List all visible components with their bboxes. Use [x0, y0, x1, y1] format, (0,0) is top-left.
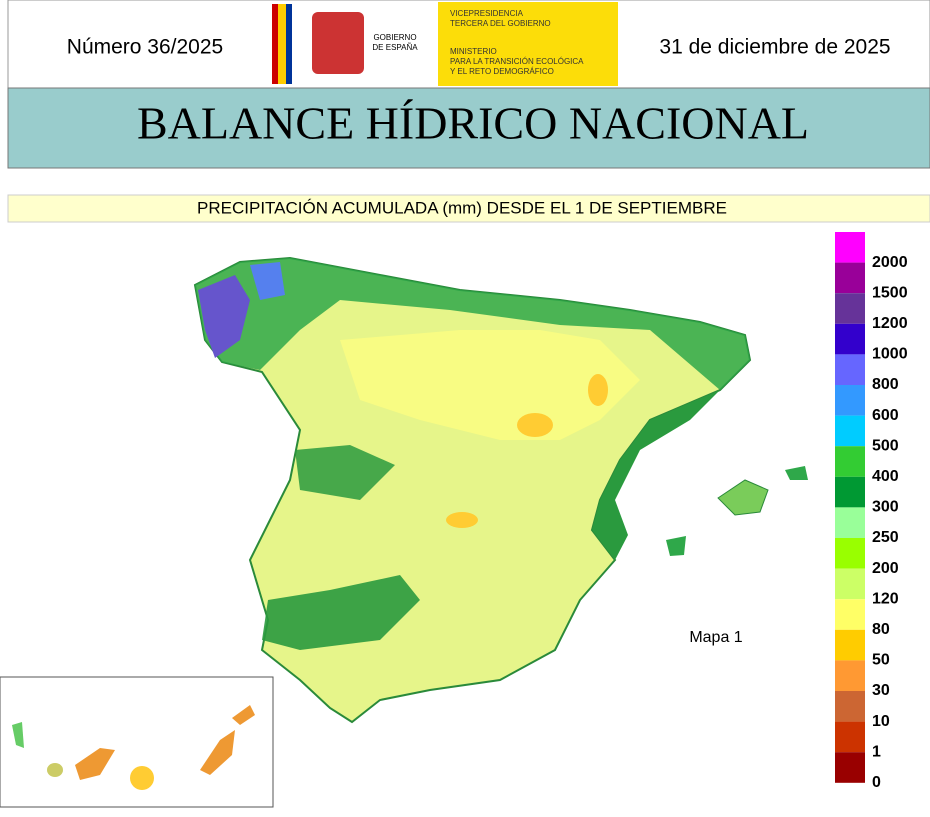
legend-label: 1500 [872, 284, 908, 301]
title: BALANCE HÍDRICO NACIONAL [137, 98, 809, 149]
legend-label: 120 [872, 590, 899, 607]
logo-text: PARA LA TRANSICIÓN ECOLÓGICA [450, 57, 584, 66]
legend-swatch [835, 538, 865, 569]
map: Mapa 1 [0, 256, 808, 808]
legend-swatch [835, 232, 865, 263]
island [47, 763, 63, 777]
region [295, 445, 395, 500]
legend-label: 30 [872, 682, 890, 699]
region [446, 512, 478, 528]
legend-swatch [835, 323, 865, 355]
island [666, 536, 686, 556]
legend-label: 1 [872, 743, 881, 760]
legend-swatch [835, 691, 865, 722]
legend-swatch [835, 568, 865, 600]
legend-label: 2000 [872, 254, 908, 271]
legend-swatch [835, 262, 865, 294]
legend-label: 500 [872, 437, 899, 454]
legend-swatch [835, 446, 865, 477]
legend-swatch [835, 507, 865, 538]
subtitle-box [7, 194, 930, 223]
region [195, 258, 750, 390]
island [130, 766, 154, 790]
legend-swatch [835, 476, 865, 508]
legend-label: 200 [872, 560, 899, 577]
legend-swatch [835, 752, 865, 783]
region [198, 275, 250, 358]
legend-swatch [835, 415, 865, 447]
legend-label: 50 [872, 652, 890, 669]
legend-swatch [835, 354, 865, 385]
inset-frame [0, 676, 274, 808]
island [200, 730, 235, 775]
legend-label: 300 [872, 499, 899, 516]
legend-label: 800 [872, 376, 899, 393]
logo-right [438, 2, 618, 86]
logo-text: GOBIERNO [373, 33, 416, 42]
region [517, 413, 553, 437]
issue: Número 36/2025 [67, 36, 223, 59]
logo-text: DE ESPAÑA [372, 43, 418, 52]
legend-label: 1200 [872, 315, 908, 332]
logo-text: Y EL RETO DEMOGRÁFICO [450, 67, 554, 76]
logo-text: MINISTERIO [450, 47, 497, 56]
date: 31 de diciembre de 2025 [659, 36, 890, 59]
legend-label: 0 [872, 774, 881, 791]
island [75, 748, 115, 780]
island [232, 705, 255, 725]
legend-label: 1000 [872, 346, 908, 363]
region [588, 374, 608, 406]
legend-label: 600 [872, 407, 899, 424]
coat-of-arms [312, 12, 364, 74]
legend-label: 400 [872, 468, 899, 485]
legend-swatch [835, 599, 865, 630]
legend-swatch [835, 629, 865, 661]
subtitle: PRECIPITACIÓN ACUMULADA (mm) DESDE EL 1 … [197, 198, 727, 217]
legend-swatch [835, 385, 865, 416]
logo-text: VICEPRESIDENCIA [450, 9, 524, 18]
title-bar [7, 87, 930, 169]
flag-stripe [286, 4, 292, 84]
legend-label: 80 [872, 621, 890, 638]
legend-swatch [835, 660, 865, 691]
island [785, 466, 808, 480]
flag-stripe [278, 4, 286, 84]
map-label: Mapa 1 [689, 629, 742, 646]
region [262, 575, 420, 650]
island [12, 722, 24, 748]
region [592, 390, 720, 560]
legend-swatch [835, 293, 865, 324]
flag-stripe [272, 4, 278, 84]
logo-text: TERCERA DEL GOBIERNO [450, 19, 551, 28]
legend-label: 250 [872, 529, 899, 546]
legend-swatch [835, 721, 865, 753]
legend: 2000150012001000800600500400300250200120… [835, 232, 908, 791]
region [250, 262, 285, 300]
region [340, 330, 640, 440]
legend-label: 10 [872, 713, 890, 730]
island [717, 479, 769, 516]
